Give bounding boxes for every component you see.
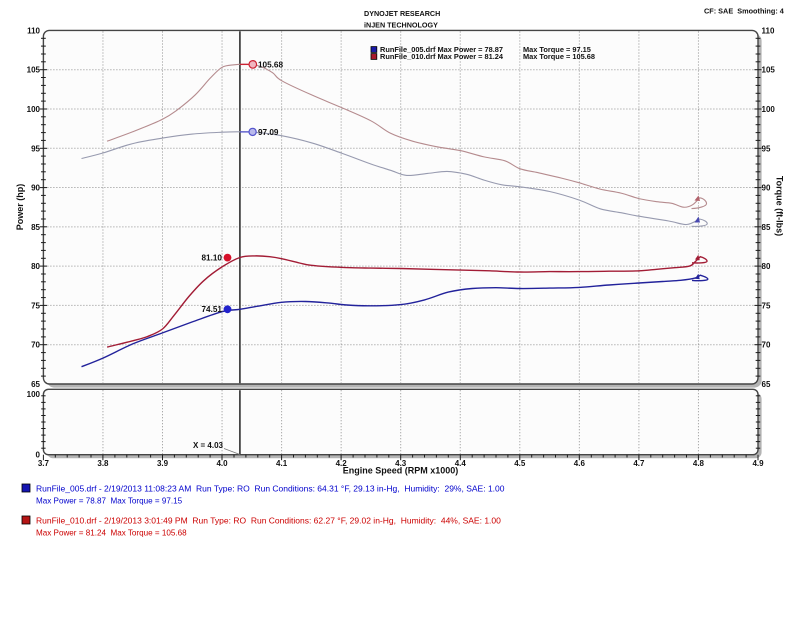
svg-text:100: 100 — [27, 105, 41, 114]
svg-text:4.1: 4.1 — [276, 459, 288, 468]
svg-text:65: 65 — [762, 380, 771, 389]
svg-text:CF: SAE Smoothing: 4: CF: SAE Smoothing: 4 — [704, 7, 785, 16]
svg-text:Max Torque = 97.15: Max Torque = 97.15 — [523, 45, 591, 54]
svg-text:RunFile_010.drf - 2/19/2013 3:: RunFile_010.drf - 2/19/2013 3:01:49 PM R… — [36, 516, 501, 526]
svg-text:4.2: 4.2 — [336, 459, 348, 468]
svg-text:RunFile_005.drf Max Power = 78: RunFile_005.drf Max Power = 78.87 — [380, 45, 503, 54]
svg-text:4.9: 4.9 — [752, 459, 764, 468]
svg-text:80: 80 — [762, 262, 771, 271]
svg-text:90: 90 — [762, 184, 771, 193]
svg-text:70: 70 — [31, 341, 40, 350]
svg-text:90: 90 — [31, 184, 40, 193]
svg-text:65: 65 — [31, 380, 40, 389]
svg-text:110: 110 — [27, 26, 40, 35]
svg-text:85: 85 — [762, 223, 771, 232]
svg-text:97.09: 97.09 — [258, 128, 279, 137]
svg-text:100: 100 — [762, 105, 776, 114]
svg-text:Power (hp): Power (hp) — [15, 184, 25, 231]
svg-text:81.10: 81.10 — [202, 254, 223, 263]
svg-text:75: 75 — [31, 301, 40, 310]
svg-text:DYNOJET RESEARCH: DYNOJET RESEARCH — [364, 9, 440, 18]
svg-text:100: 100 — [27, 390, 41, 399]
svg-text:95: 95 — [762, 144, 771, 153]
svg-text:95: 95 — [31, 144, 40, 153]
svg-text:4.6: 4.6 — [574, 459, 586, 468]
svg-text:70: 70 — [762, 341, 771, 350]
svg-text:3.7: 3.7 — [38, 459, 50, 468]
svg-text:0: 0 — [36, 451, 41, 460]
svg-text:80: 80 — [31, 262, 40, 271]
svg-text:4.7: 4.7 — [633, 459, 645, 468]
svg-text:4.0: 4.0 — [216, 459, 228, 468]
svg-text:Max Power = 81.24 Max Torque: Max Power = 81.24 Max Torque = 105.68 — [36, 528, 187, 537]
svg-text:Engine Speed (RPM x1000): Engine Speed (RPM x1000) — [343, 466, 459, 476]
svg-text:RunFile_005.drf - 2/19/2013 11: RunFile_005.drf - 2/19/2013 11:08:23 AM … — [36, 484, 505, 494]
svg-text:74.51: 74.51 — [202, 305, 223, 314]
svg-text:3.9: 3.9 — [157, 459, 169, 468]
svg-text:Max Power = 78.87 Max Torque: Max Power = 78.87 Max Torque = 97.15 — [36, 496, 183, 505]
svg-text:X = 4.03: X = 4.03 — [193, 441, 224, 450]
svg-text:105: 105 — [27, 66, 41, 75]
svg-text:110: 110 — [762, 26, 775, 35]
svg-text:Torque (ft-lbs): Torque (ft-lbs) — [775, 176, 785, 236]
svg-text:85: 85 — [31, 223, 40, 232]
svg-text:iNJEN TECHNOLOGY: iNJEN TECHNOLOGY — [364, 20, 438, 29]
svg-text:105.68: 105.68 — [258, 60, 283, 69]
svg-text:Max Torque = 105.68: Max Torque = 105.68 — [523, 52, 595, 61]
svg-text:4.5: 4.5 — [514, 459, 526, 468]
svg-text:105: 105 — [762, 66, 776, 75]
svg-text:4.3: 4.3 — [395, 459, 407, 468]
svg-text:75: 75 — [762, 301, 771, 310]
svg-text:4.4: 4.4 — [455, 459, 467, 468]
svg-text:RunFile_010.drf Max Power = 81: RunFile_010.drf Max Power = 81.24 — [380, 52, 504, 61]
svg-text:3.8: 3.8 — [97, 459, 109, 468]
svg-text:4.8: 4.8 — [693, 459, 705, 468]
